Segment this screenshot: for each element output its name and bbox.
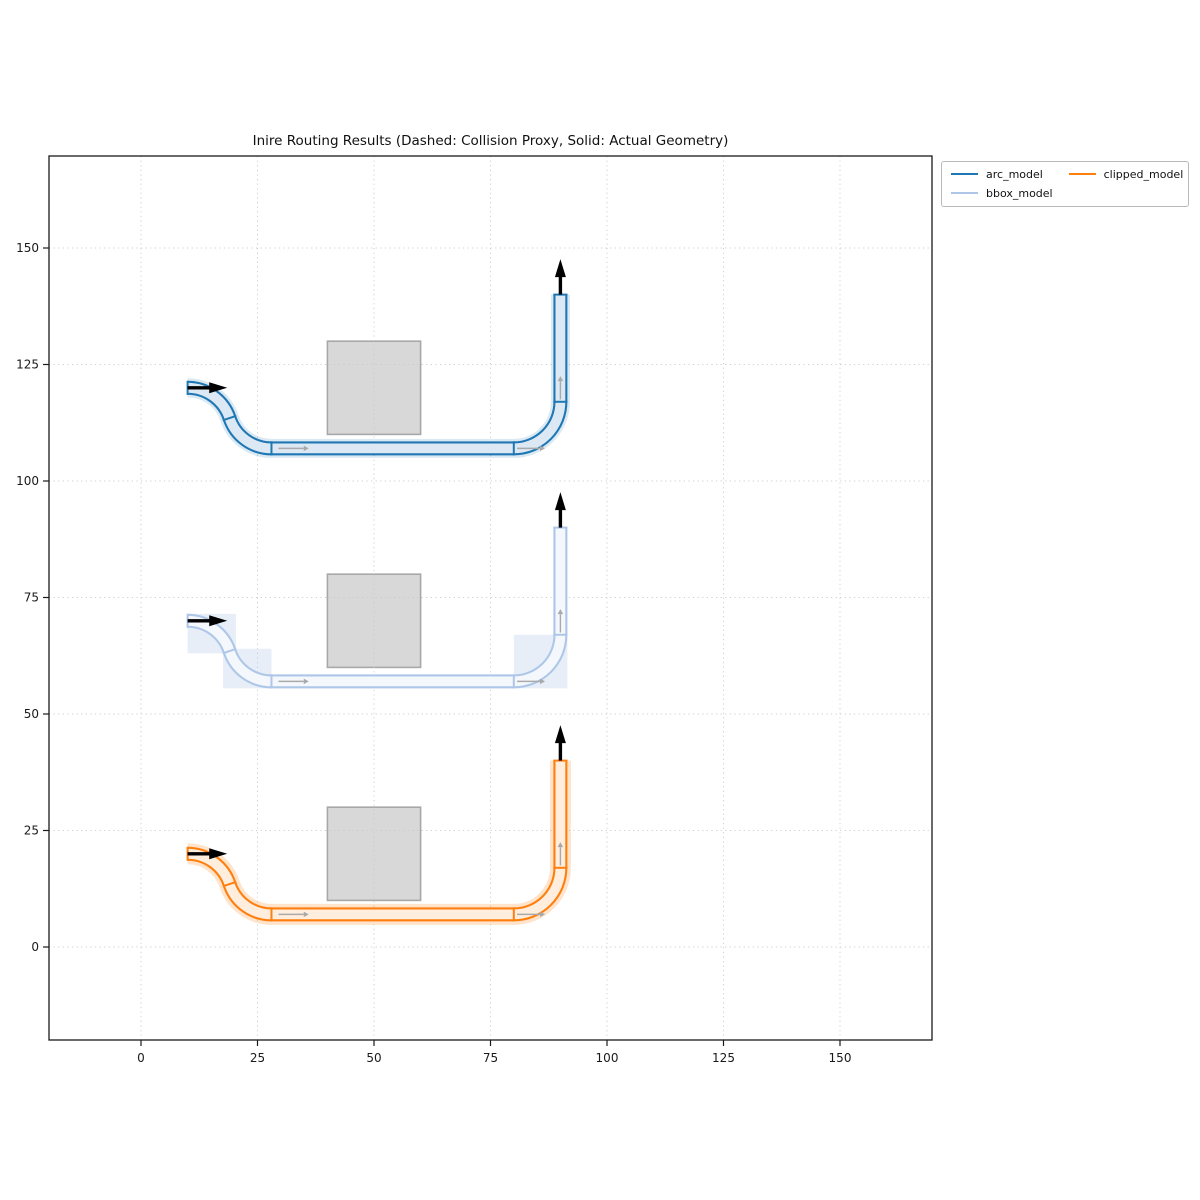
- y-tick-label: 125: [16, 358, 39, 372]
- route-pipe-fill: [187, 527, 566, 687]
- x-tick-label: 125: [712, 1051, 735, 1065]
- route-arc_model: [186, 259, 570, 458]
- chart-title: Inire Routing Results (Dashed: Collision…: [252, 133, 729, 149]
- direction-arrow-head: [557, 609, 564, 615]
- endpoint-arrow-head: [209, 615, 228, 627]
- endpoint-arrow-head: [554, 725, 566, 744]
- y-tick-label: 75: [24, 591, 39, 605]
- direction-arrow-head: [540, 678, 546, 685]
- y-tick-label: 0: [31, 940, 39, 954]
- segment-separator: [222, 414, 237, 422]
- x-tick-label: 0: [137, 1051, 145, 1065]
- direction-arrow-head: [557, 376, 564, 382]
- route-clipped_model: [186, 725, 571, 925]
- axis-ticks: 0 25 50 75 100 125 150 0 25 50 75 100 125 150: [16, 241, 851, 1065]
- endpoint-arrow-head: [209, 382, 228, 394]
- segment-separator: [222, 880, 237, 888]
- x-tick-label: 25: [250, 1051, 265, 1065]
- legend-item-bbox-model: bbox_model: [951, 186, 1053, 200]
- legend-column-1: arc_model bbox_model: [951, 167, 1053, 200]
- direction-arrow-head: [303, 911, 309, 918]
- legend-line-arc-model: [951, 172, 978, 176]
- route-pipe-fill: [187, 760, 566, 920]
- x-tick-label: 100: [596, 1051, 619, 1065]
- obstacle-rect: [326, 340, 422, 436]
- endpoint-arrow-head: [554, 259, 566, 278]
- y-tick-label: 100: [16, 474, 39, 488]
- endpoint-arrow-head: [209, 848, 228, 860]
- legend-column-2: clipped_model: [1068, 167, 1184, 200]
- endpoint-arrow-head: [554, 492, 566, 511]
- route-pipe-fill: [187, 294, 566, 454]
- legend: arc_model bbox_model clipped_model: [941, 161, 1189, 207]
- route-bbox_model: [186, 492, 568, 689]
- legend-item-arc-model: arc_model: [951, 167, 1053, 181]
- legend-label-clipped-model: clipped_model: [1103, 167, 1184, 181]
- x-tick-label: 75: [483, 1051, 498, 1065]
- legend-label-arc-model: arc_model: [986, 167, 1043, 181]
- direction-arrow-head: [303, 678, 309, 685]
- legend-line-bbox-model: [951, 191, 978, 195]
- y-tick-label: 25: [24, 824, 39, 838]
- legend-line-clipped-model: [1068, 172, 1096, 176]
- x-tick-label: 150: [829, 1051, 852, 1065]
- direction-arrow-head: [303, 445, 309, 452]
- direction-arrow-head: [557, 842, 564, 848]
- segment-separator: [222, 647, 237, 655]
- x-tick-label: 50: [366, 1051, 381, 1065]
- y-tick-label: 50: [24, 707, 39, 721]
- y-tick-label: 150: [16, 241, 39, 255]
- direction-arrow-head: [540, 911, 546, 918]
- obstacles: [326, 340, 422, 902]
- gridlines: [49, 156, 932, 1040]
- direction-arrow-head: [540, 445, 546, 452]
- obstacle-rect: [326, 806, 422, 902]
- legend-label-bbox-model: bbox_model: [986, 186, 1053, 200]
- legend-item-clipped-model: clipped_model: [1068, 167, 1184, 181]
